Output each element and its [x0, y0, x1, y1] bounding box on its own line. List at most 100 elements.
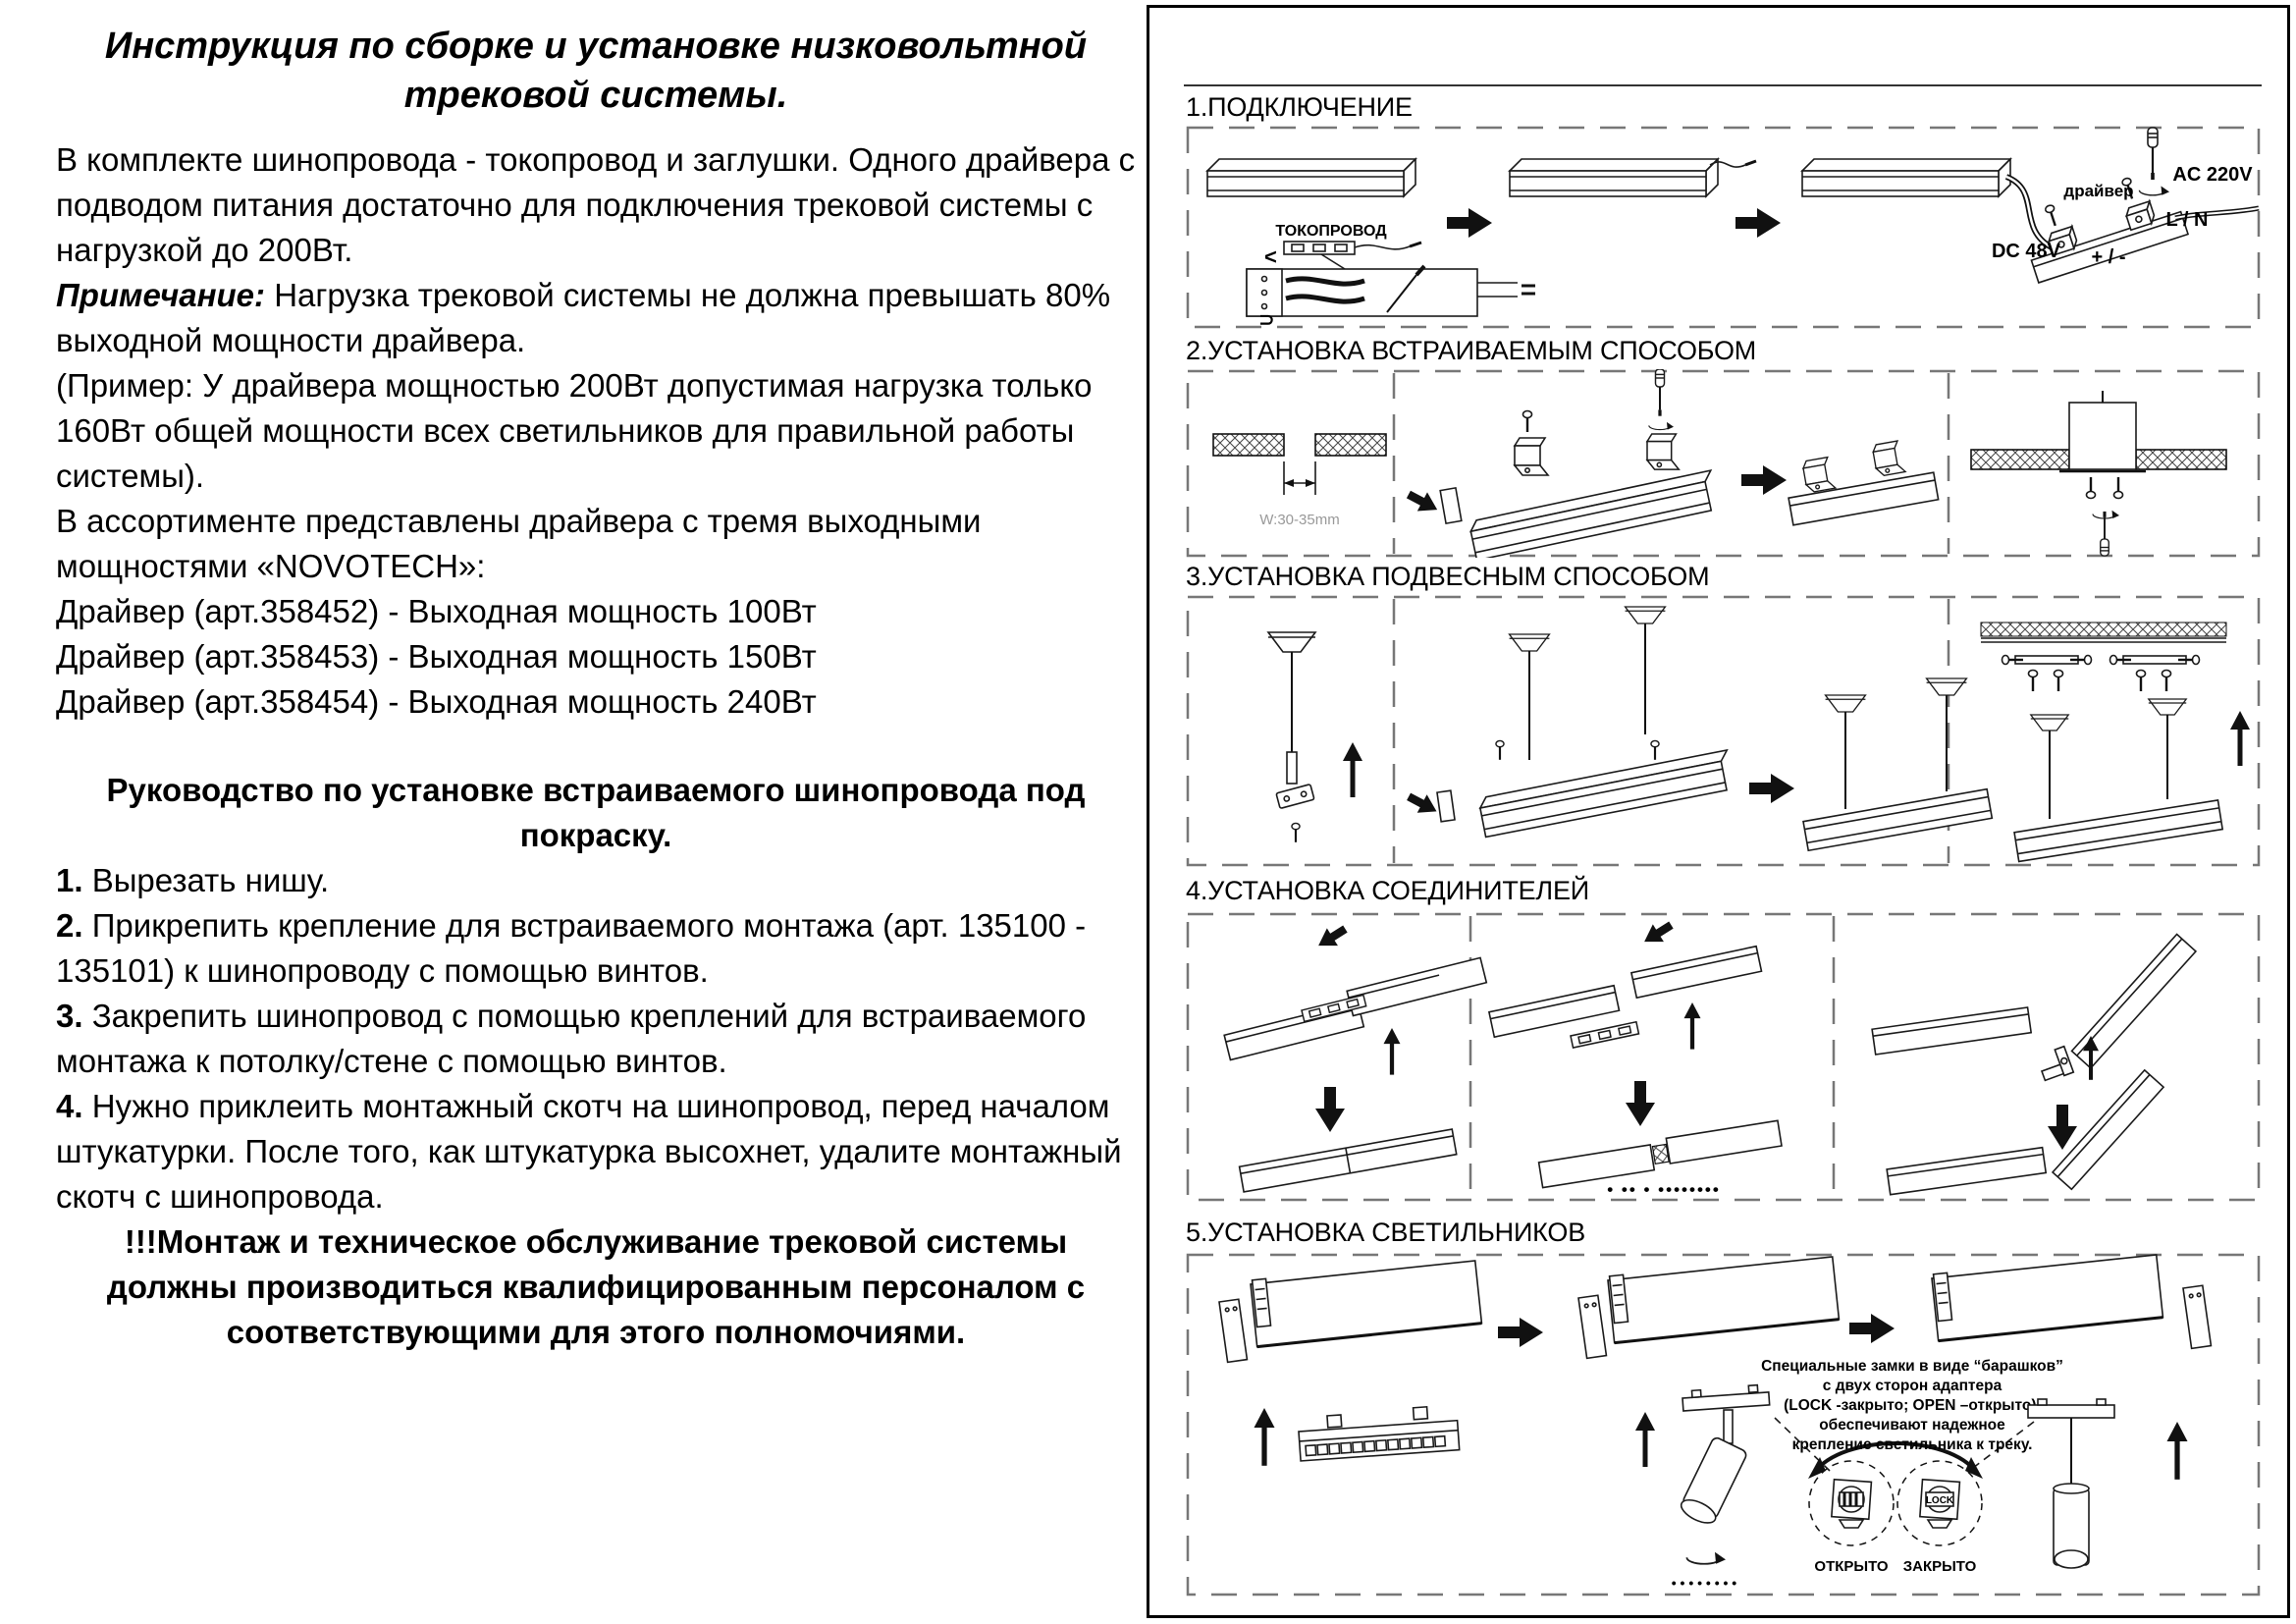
suspended-mounting-diagram [1186, 595, 2261, 867]
ceiling-fixing-icon [1980, 622, 2250, 863]
section-3-box [1186, 595, 2261, 867]
step-number: 1. [56, 862, 83, 899]
guide-heading: Руководство по установке встраиваемого ш… [106, 772, 1086, 854]
step-number: 4. [56, 1088, 83, 1125]
track-segment-1-icon [1206, 158, 1416, 197]
track-panel-1-icon [1218, 1260, 1483, 1364]
driver-label: драйвер [2063, 182, 2133, 200]
section-2-box: W:30-35mm [1186, 369, 2261, 558]
step-item: 2. Прикрепить крепление для встраиваемог… [56, 903, 1136, 994]
hang-track-step [1404, 606, 1729, 839]
niche-width-dimension: W:30-35mm [1259, 512, 1339, 528]
step-item: 3. Закрепить шинопровод с помощью крепле… [56, 994, 1136, 1084]
connectors-diagram: • •• • •••••••• [1186, 912, 2261, 1202]
ceiling-cutout-icon [1212, 433, 1387, 495]
section-5-box: • • • • • • • • [1186, 1253, 2261, 1597]
example-paragraph: (Пример: У драйвера мощностью 200Вт допу… [56, 367, 1093, 495]
section-4-box: • •• • •••••••• [1186, 912, 2261, 1202]
warning-text: !!!Монтаж и техническое обслуживание тре… [106, 1223, 1086, 1351]
track-segment-3-icon [1801, 158, 2011, 197]
screwdriver-icon [2138, 126, 2170, 196]
lock-knob-closed-icon: LOCK [1919, 1478, 1961, 1529]
text-column: Инструкция по сборке и установке низково… [56, 8, 1136, 1355]
corner-connector-step [1871, 933, 2198, 1196]
lock-note-line: крепление светильника к треку. [1792, 1436, 2033, 1453]
clip-mark-open: < [1264, 244, 1277, 269]
lock-callout: LOCK ОТКРЫТО ЗАКРЫТО Специальные замки в… [1761, 1358, 2063, 1575]
step-text: Нужно приклеить монтажный скотч на шиноп… [56, 1088, 1122, 1216]
driver-item: Драйвер (арт.358452) - Выходная мощность… [56, 593, 817, 630]
ln-label: L / N [2166, 209, 2209, 231]
lock-note-line: (LOCK -закрыто; OPEN –открыто), [1784, 1397, 2041, 1414]
step-number: 3. [56, 998, 83, 1035]
recessed-mounting-diagram: W:30-35mm [1186, 369, 2261, 558]
diagram-panel: 1.ПОДКЛЮЧЕНИЕ ТОКОПРОВОД [1147, 5, 2290, 1618]
step-number: 2. [56, 907, 83, 945]
section-1-box: ТОКОПРОВОД [1186, 126, 2261, 329]
open-label: ОТКРЫТО [1814, 1558, 1888, 1575]
page-title: Инструкция по сборке и установке низково… [104, 26, 1088, 117]
suspended-track-icon [1802, 677, 1994, 852]
power-feed-connector-icon [1283, 241, 1422, 270]
insert-arrow-icon [1254, 1408, 1275, 1466]
ac-cable-core [2174, 207, 2260, 219]
step-item: 4. Нужно приклеить монтажный скотч на ши… [56, 1084, 1136, 1219]
dc-voltage-label: DC 48V [1992, 241, 2061, 262]
spot-luminaire-icon: • • • • • • • • [1672, 1383, 1771, 1591]
step-text: Закрепить шинопровод с помощью креплений… [56, 998, 1087, 1080]
luminaires-diagram: • • • • • • • • [1186, 1253, 2261, 1597]
note-text: Нагрузка трековой системы не должна прев… [56, 277, 1111, 359]
inline-connector-step: • •• • •••••••• [1487, 916, 1783, 1199]
step-arrow-icon [1849, 1314, 1895, 1343]
section-3-heading: 3.УСТАНОВКА ПОДВЕСНЫМ СПОСОБОМ [1186, 562, 1710, 591]
step-text: Прикрепить крепление для встраиваемого м… [56, 907, 1087, 990]
insert-arrow-icon [2166, 1422, 2188, 1480]
linear-luminaire-icon [1298, 1405, 1461, 1462]
dc-cable-core [2005, 175, 2053, 249]
lock-note-line: обеспечивают надежное [1819, 1417, 2005, 1434]
connector-cross-section-detail [1246, 264, 1535, 317]
section-5-heading: 5.УСТАНОВКА СВЕТИЛЬНИКОВ [1186, 1218, 1586, 1247]
closed-label: ЗАКРЫТО [1903, 1558, 1977, 1575]
tokoprovod-label: ТОКОПРОВОД [1275, 223, 1387, 240]
insert-arrow-icon [1635, 1412, 1655, 1467]
step-arrow-icon [1447, 208, 1492, 238]
section-1-heading: 1.ПОДКЛЮЧЕНИЕ [1186, 92, 1413, 122]
ac-voltage-label: AC 220V [2172, 164, 2253, 186]
section-4-heading: 4.УСТАНОВКА СОЕДИНИТЕЛЕЙ [1186, 876, 1589, 905]
driver-item: Драйвер (арт.358454) - Выходная мощность… [56, 683, 817, 721]
continuation-dots: • •• • •••••••• [1607, 1180, 1721, 1199]
corner-connector-icon [2040, 1045, 2075, 1082]
lock-knob-open-icon [1831, 1478, 1873, 1529]
polarity-label: + / - [2091, 246, 2125, 268]
pendant-luminaire-icon [2027, 1398, 2115, 1569]
step-arrow-icon [1749, 774, 1794, 803]
driver-unit-icon [2030, 176, 2190, 284]
step-item: 1. Вырезать нишу. [56, 858, 1136, 903]
intro-paragraph: В комплекте шинопровода - токопровод и з… [56, 141, 1136, 269]
lock-note-line: Специальные замки в виде “барашков” [1761, 1358, 2063, 1375]
section-2-heading: 2.УСТАНОВКА ВСТРАИВАЕМЫМ СПОСОБОМ [1186, 336, 1757, 365]
panel-top-rule [1184, 84, 2262, 86]
driver-item: Драйвер (арт.358453) - Выходная мощность… [56, 638, 817, 676]
note-paragraph: Примечание: Нагрузка трековой системы не… [56, 273, 1136, 363]
assortment-paragraph: В ассортименте представлены драйвера с т… [56, 503, 982, 585]
track-segment-2-icon [1509, 158, 1757, 197]
recessed-cross-section-icon [1970, 391, 2227, 558]
step-arrow-icon [1498, 1318, 1543, 1347]
suspension-kit-icon [1267, 631, 1362, 843]
track-panel-3-icon [1931, 1254, 2213, 1350]
straight-connector-step [1223, 920, 1488, 1193]
clip-mark-cup: ⊃ [1258, 309, 1275, 329]
track-panel-2-icon [1577, 1256, 1841, 1360]
step-arrow-icon [1741, 465, 1787, 495]
track-with-brackets-icon [1788, 439, 1940, 526]
lock-glyph-text: LOCK [1926, 1495, 1954, 1506]
attach-brackets-step [1403, 369, 1713, 558]
connection-diagram: ТОКОПРОВОД [1186, 126, 2261, 329]
note-label: Примечание: [56, 277, 266, 314]
lock-note-line: с двух сторон адаптера [1823, 1378, 2002, 1394]
rotation-dots: • • • • • • • • [1672, 1575, 1737, 1591]
step-arrow-icon [1735, 208, 1781, 238]
